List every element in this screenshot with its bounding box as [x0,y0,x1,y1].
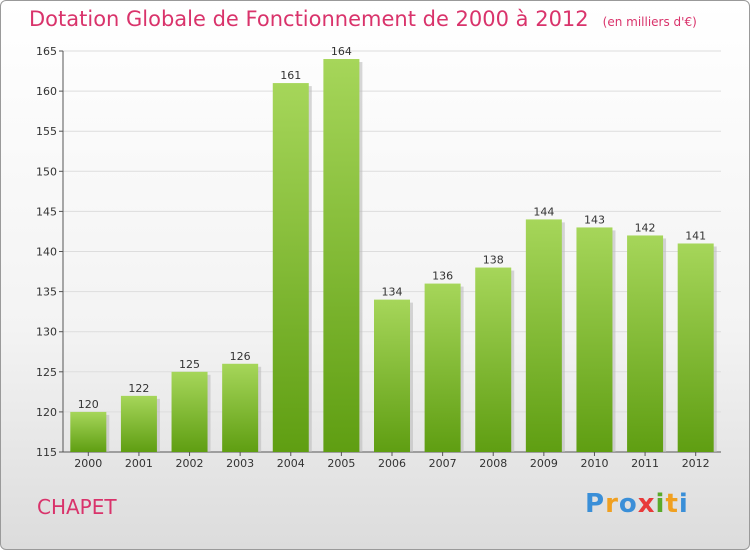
y-tick-label: 165 [36,45,57,58]
y-tick-label: 160 [36,85,57,98]
logo-letter: P [585,489,606,519]
x-tick-label: 2003 [226,457,254,470]
chart-title-text: Dotation Globale de Fonctionnement de 20… [29,7,589,31]
commune-name: CHAPET [37,495,117,519]
y-tick-label: 140 [36,246,57,259]
bar [424,283,461,452]
bar-value-label: 136 [432,270,453,283]
x-tick-label: 2004 [277,457,305,470]
bar [323,59,360,453]
logo-letter: r [605,489,619,519]
x-tick-label: 2000 [74,457,102,470]
bar-value-label: 125 [179,358,200,371]
y-tick-label: 115 [36,446,57,459]
y-tick-label: 120 [36,406,57,419]
logo-letter: i [678,489,689,519]
bar-value-label: 164 [331,45,352,58]
chart-title: Dotation Globale de Fonctionnement de 20… [29,7,697,31]
y-tick-label: 155 [36,125,57,138]
y-tick-label: 130 [36,326,57,339]
x-tick-label: 2009 [530,457,558,470]
bar-value-label: 120 [78,398,99,411]
bar [525,219,562,452]
bar-value-label: 122 [128,382,149,395]
bar-value-label: 142 [635,221,656,234]
y-tick-label: 125 [36,366,57,379]
bar-value-label: 161 [280,69,301,82]
proxiti-logo: Proxiti [585,489,689,519]
logo-letter: x [637,489,656,519]
x-tick-label: 2006 [378,457,406,470]
logo-letter: t [665,489,679,519]
bar [374,299,410,452]
bar [475,267,512,452]
x-tick-label: 2002 [176,457,204,470]
y-tick-label: 150 [36,165,57,178]
bar [576,227,613,452]
x-tick-label: 2008 [479,457,507,470]
logo-letter: o [618,489,638,519]
bar [222,363,259,452]
bar-value-label: 143 [584,213,605,226]
bar [677,243,714,452]
logo-letter: i [655,489,666,519]
bar-value-label: 144 [533,205,554,218]
bar [120,395,157,452]
bar-value-label: 138 [483,254,504,267]
x-tick-label: 2001 [125,457,153,470]
x-tick-label: 2010 [580,457,608,470]
bar [272,83,309,452]
chart-subtitle: (en milliers d'€) [602,15,697,29]
bar-value-label: 134 [382,286,403,299]
bar [627,235,664,452]
x-tick-label: 2007 [429,457,457,470]
x-tick-label: 2005 [327,457,355,470]
x-tick-label: 2012 [682,457,710,470]
y-tick-label: 135 [36,286,57,299]
bar-value-label: 126 [230,350,251,363]
x-tick-label: 2011 [631,457,659,470]
y-tick-label: 145 [36,205,57,218]
bar [171,371,208,452]
bar [70,411,107,452]
bar-value-label: 141 [685,229,706,242]
